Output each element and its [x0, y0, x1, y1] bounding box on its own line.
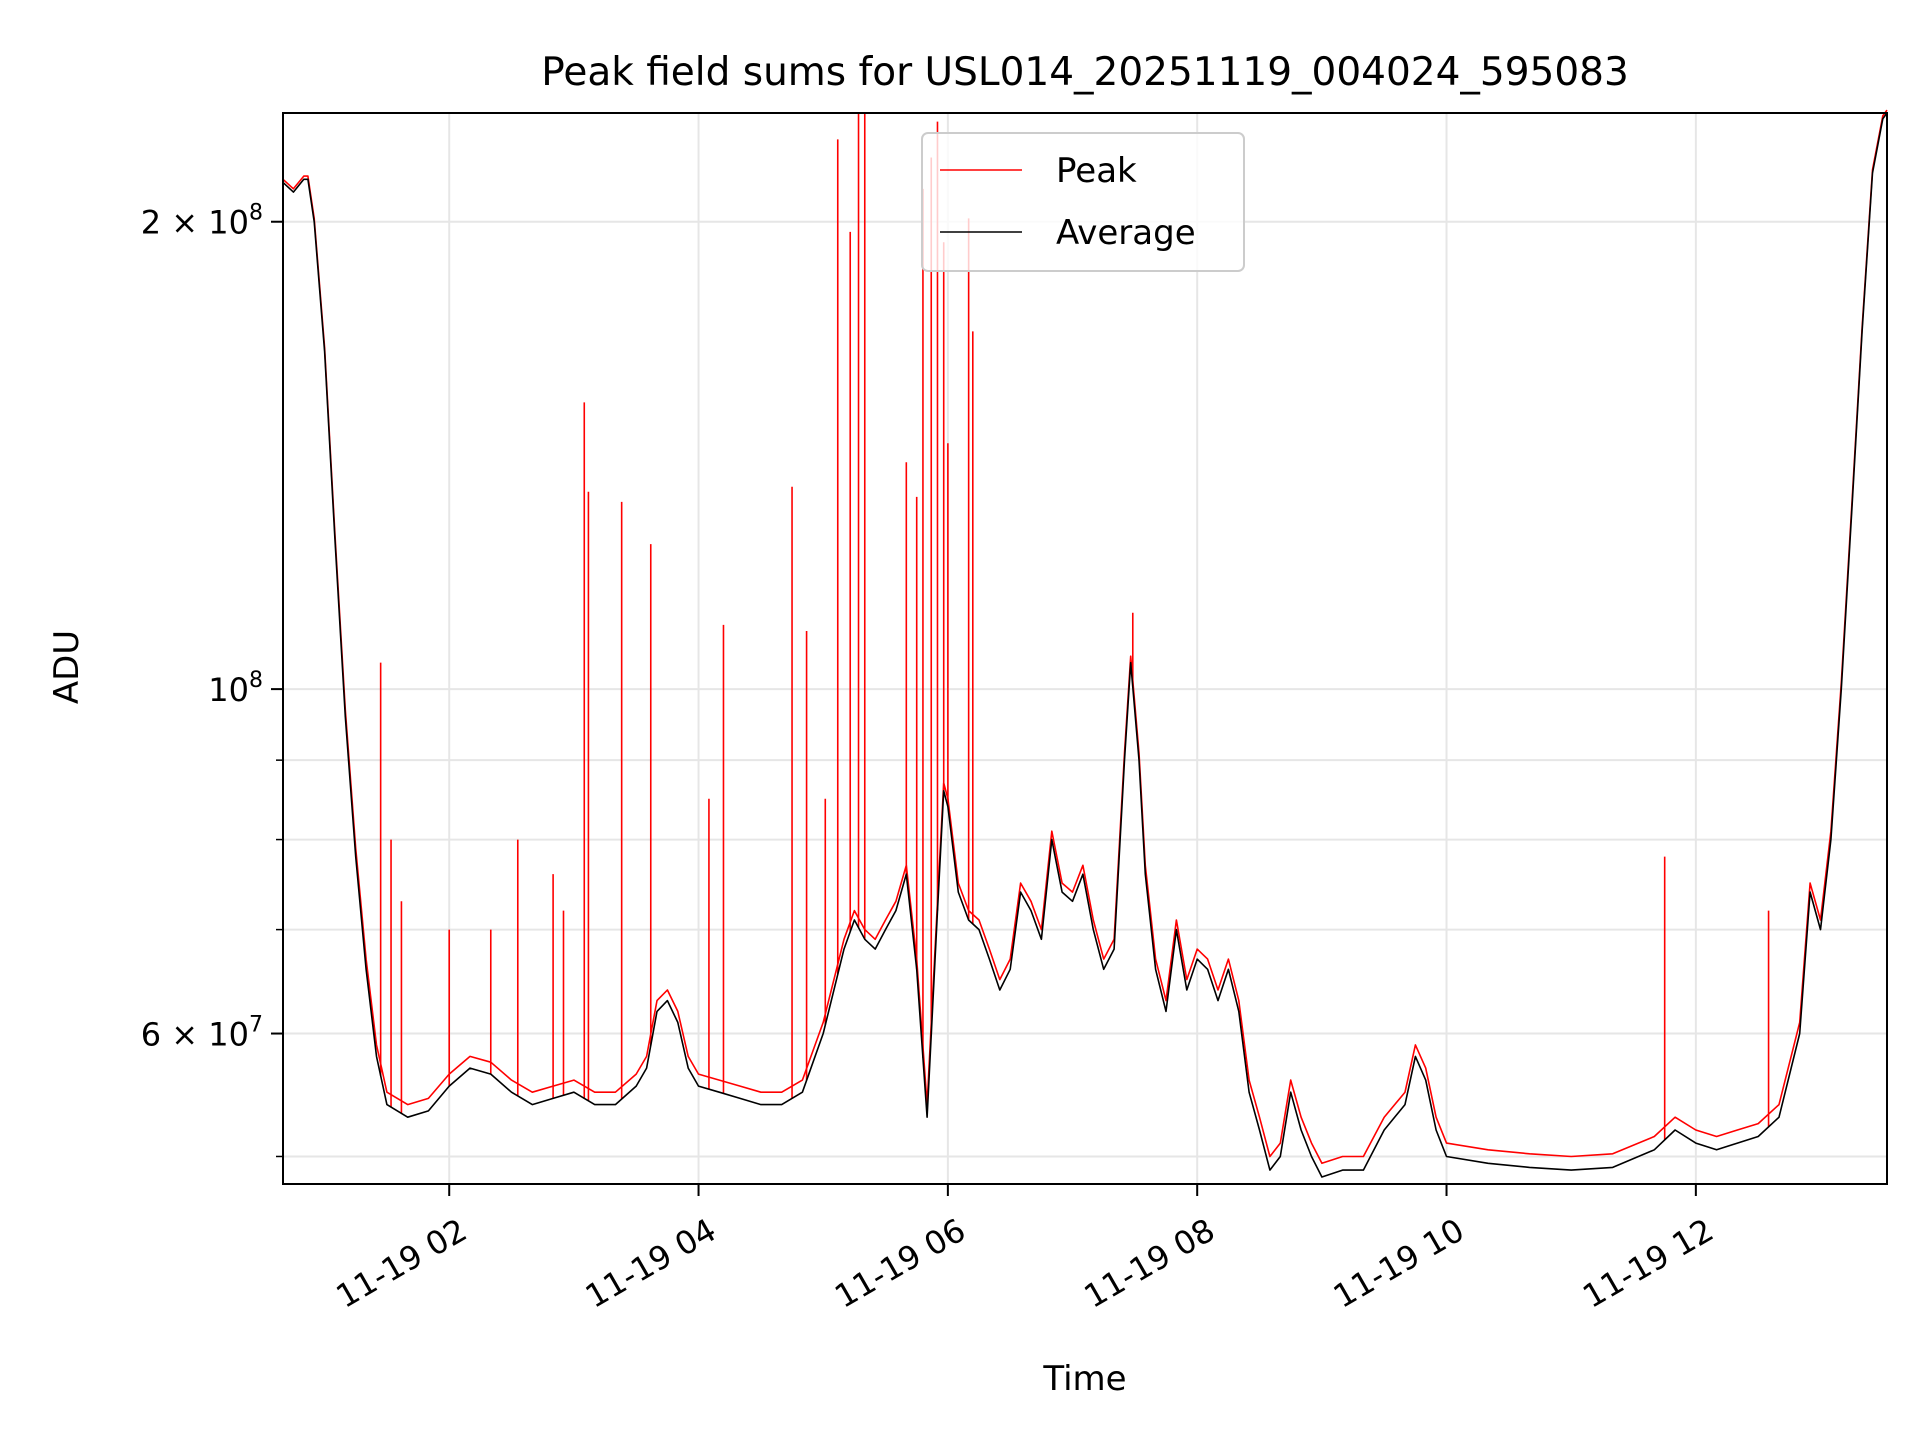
- y-axis-label: ADU: [47, 630, 87, 704]
- series-line-average: [282, 112, 1888, 1178]
- y-tick-label: 2 × 108: [141, 201, 263, 242]
- chart-title: Peak field sums for USL014_20251119_0040…: [541, 50, 1629, 95]
- x-axis-label: Time: [1042, 1359, 1126, 1399]
- legend-label-average: Average: [1056, 213, 1196, 253]
- plot-frame: [282, 112, 1888, 1185]
- y-tick-label: 6 × 107: [141, 1013, 263, 1054]
- legend-label-peak: Peak: [1056, 151, 1137, 191]
- y-axis-ticks: 6 × 107 108 2 × 108: [141, 201, 283, 1158]
- legend-box: [921, 132, 1245, 272]
- series-layer: [282, 109, 1888, 1178]
- series-line-peak: [282, 109, 1888, 1165]
- y-tick-label: 108: [208, 668, 263, 709]
- legend: Peak Average: [921, 132, 1245, 272]
